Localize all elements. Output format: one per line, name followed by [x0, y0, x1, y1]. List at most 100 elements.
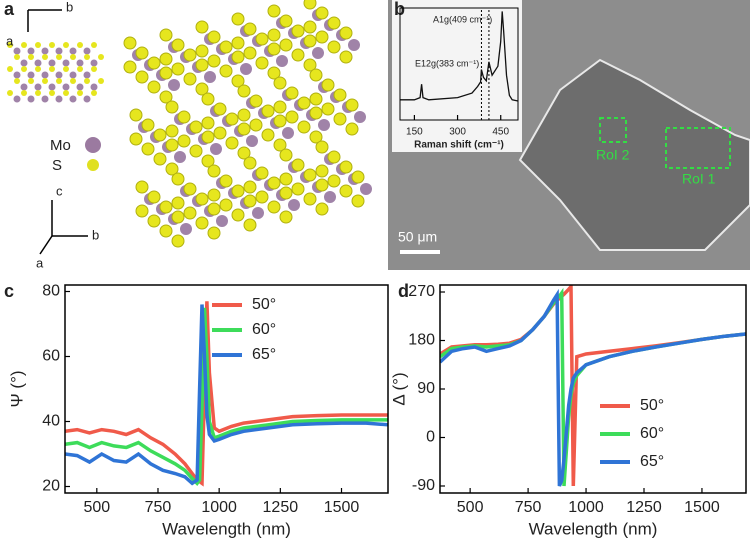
- s-atom: [273, 114, 287, 128]
- legend-label: 65°: [252, 346, 276, 363]
- s-atom: [42, 78, 48, 84]
- axis-name: b: [66, 0, 73, 14]
- s-atom: [189, 144, 203, 158]
- s-atom: [315, 202, 329, 216]
- s-atom: [77, 42, 83, 48]
- mo-atom: [204, 71, 216, 83]
- mo-atom: [20, 83, 28, 91]
- s-atom: [14, 54, 20, 60]
- s-atom: [147, 214, 161, 228]
- s-atom: [279, 14, 293, 28]
- s-atom: [183, 206, 197, 220]
- mo-atom: [324, 191, 336, 203]
- mo-atom: [34, 59, 42, 67]
- s-atom: [195, 58, 209, 72]
- s-atom: [195, 44, 209, 58]
- mo-atom: [288, 199, 300, 211]
- s-atom: [321, 78, 335, 92]
- s-atom: [21, 90, 27, 96]
- s-atom: [255, 56, 269, 70]
- s-atom: [261, 128, 275, 142]
- s-atom: [159, 200, 173, 214]
- s-atom: [339, 160, 353, 174]
- x-tick-label: 500: [83, 499, 110, 516]
- s-atom: [303, 20, 317, 34]
- s-atom: [243, 218, 257, 232]
- mo-atom: [90, 59, 98, 67]
- annotation: E12g(383 cm⁻¹): [415, 58, 479, 68]
- s-atom: [171, 234, 185, 248]
- series-line: [400, 11, 518, 102]
- y-tick-label: 60: [42, 348, 60, 365]
- s-atom: [225, 136, 239, 150]
- s-atom: [219, 64, 233, 78]
- s-atom: [315, 140, 329, 154]
- s-atom: [91, 90, 97, 96]
- y-axis-label: Δ (°): [389, 372, 408, 405]
- plot-frame: [399, 7, 519, 121]
- s-atom: [77, 90, 83, 96]
- s-atom-icon: [87, 159, 99, 171]
- s-atom: [297, 96, 311, 110]
- s-atom: [49, 90, 55, 96]
- s-atom: [351, 170, 365, 184]
- s-atom: [141, 142, 155, 156]
- s-atom: [309, 130, 323, 144]
- mo-atom: [360, 183, 372, 195]
- y-tick-label: 40: [42, 413, 60, 430]
- scale-bar: [400, 250, 440, 254]
- s-atom: [201, 130, 215, 144]
- s-atom: [70, 54, 76, 60]
- s-atom: [129, 108, 143, 122]
- flake: [518, 58, 750, 251]
- mo-atom: [276, 55, 288, 67]
- s-atom: [207, 54, 221, 68]
- s-atom: [237, 146, 251, 160]
- legend-label: 50°: [640, 397, 664, 414]
- axis-name: a: [6, 33, 14, 48]
- s-atom: [195, 192, 209, 206]
- mo-atom: [240, 63, 252, 75]
- s-atom: [63, 90, 69, 96]
- s-atom: [159, 90, 173, 104]
- s-atom: [171, 62, 185, 76]
- x-axis-label: Wavelength (nm): [162, 519, 291, 538]
- s-atom: [77, 66, 83, 72]
- s-atom: [339, 26, 353, 40]
- mo-atom: [48, 59, 56, 67]
- x-tick-label: 1250: [626, 499, 662, 516]
- s-atom: [243, 194, 257, 208]
- s-atom: [63, 66, 69, 72]
- s-atom: [195, 82, 209, 96]
- y-tick-label: 80: [42, 283, 60, 300]
- s-atom: [303, 192, 317, 206]
- s-atom: [135, 70, 149, 84]
- s-atom: [171, 38, 185, 52]
- s-atom: [327, 174, 341, 188]
- s-atom: [147, 56, 161, 70]
- s-atom: [243, 46, 257, 60]
- s-atom: [56, 78, 62, 84]
- mo-atom: [210, 143, 222, 155]
- mo-atom: [13, 95, 21, 103]
- x-tick-label: 1500: [684, 499, 720, 516]
- axis-name: a: [36, 255, 44, 270]
- s-atom: [261, 104, 275, 118]
- plot-frame: [64, 284, 389, 494]
- y-tick-label: 0: [426, 429, 435, 446]
- s-atom: [333, 112, 347, 126]
- mo-atom: [69, 71, 77, 79]
- s-atom: [21, 42, 27, 48]
- mo-atom: [55, 95, 63, 103]
- mo-atom: [216, 215, 228, 227]
- s-atom: [135, 46, 149, 60]
- s-atom: [345, 98, 359, 112]
- s-atom: [309, 68, 323, 82]
- s-atom: [98, 78, 104, 84]
- s-atom: [42, 54, 48, 60]
- s-atom: [207, 30, 221, 44]
- s-atom: [291, 158, 305, 172]
- s-atom: [159, 224, 173, 238]
- s-atom: [153, 128, 167, 142]
- s-atom: [237, 84, 251, 98]
